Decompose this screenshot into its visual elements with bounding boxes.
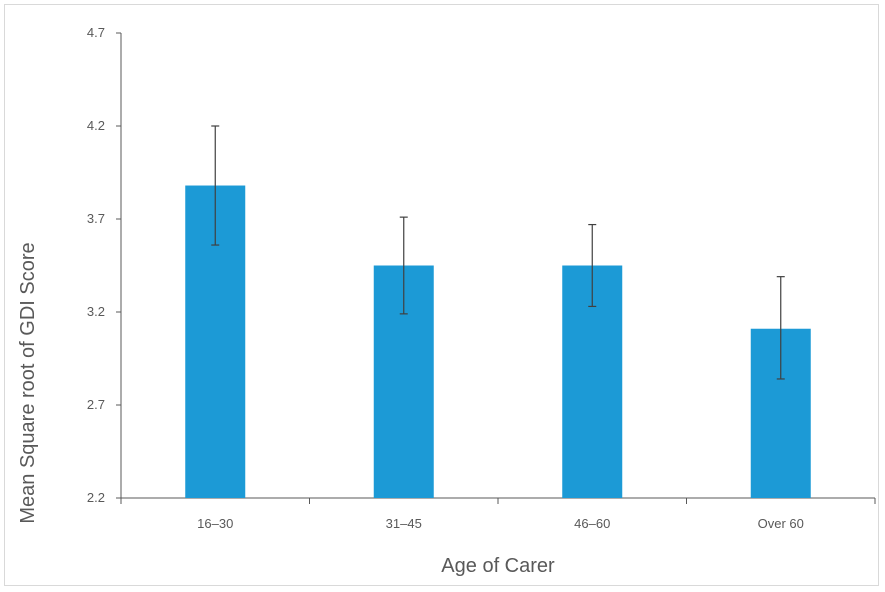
x-axis-title: Age of Carer bbox=[441, 555, 555, 577]
bars bbox=[185, 185, 811, 498]
y-tick-label: 3.2 bbox=[87, 304, 105, 319]
y-tick-label: 2.7 bbox=[87, 397, 105, 412]
x-tick-label: 46–60 bbox=[574, 516, 610, 531]
y-tick-label: 4.2 bbox=[87, 118, 105, 133]
x-tick-label: Over 60 bbox=[758, 516, 804, 531]
y-tick-label: 3.7 bbox=[87, 211, 105, 226]
chart-frame bbox=[4, 4, 879, 586]
y-axis: 2.2 2.7 3.2 3.7 4.2 4.7 bbox=[87, 25, 122, 505]
y-axis-title: Mean Square root of GDI Score bbox=[17, 242, 39, 523]
error-bars bbox=[211, 125, 785, 380]
x-tick-label: 16–30 bbox=[197, 516, 233, 531]
y-tick-label: 2.2 bbox=[87, 490, 105, 505]
x-axis: 16–30 31–45 46–60 Over 60 bbox=[120, 497, 876, 531]
y-tick-label: 4.7 bbox=[87, 25, 105, 40]
x-tick-label: 31–45 bbox=[386, 516, 422, 531]
